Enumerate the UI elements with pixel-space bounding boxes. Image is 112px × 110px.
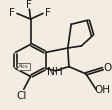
FancyBboxPatch shape: [17, 63, 29, 70]
Text: F: F: [26, 0, 32, 10]
Text: F: F: [45, 8, 51, 18]
Text: Cl: Cl: [16, 91, 26, 101]
Text: Abs: Abs: [18, 64, 28, 69]
Text: OH: OH: [93, 85, 109, 95]
Text: NH: NH: [47, 67, 63, 77]
Text: F: F: [9, 8, 15, 18]
Text: O: O: [103, 63, 111, 73]
